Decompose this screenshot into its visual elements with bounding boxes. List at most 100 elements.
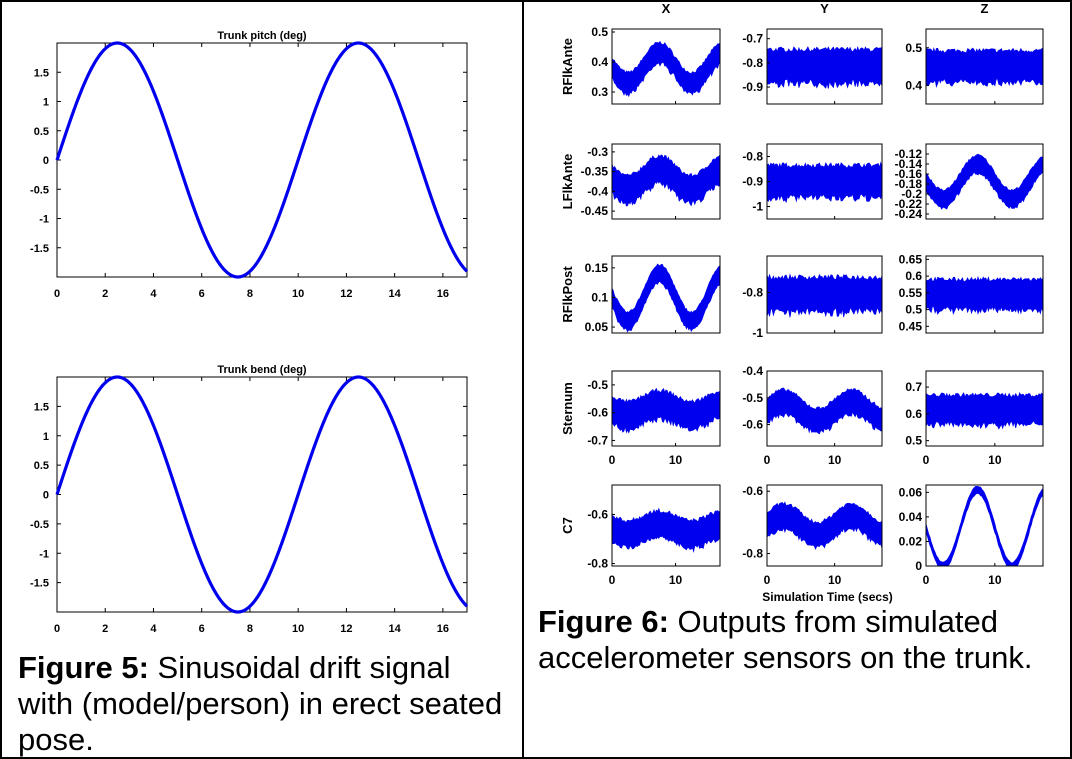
subplot-r2-c2-axes-box bbox=[925, 255, 1044, 334]
subplot-r2-c2-signal-band bbox=[925, 276, 1044, 315]
subplot-r2-c2-ytick-label: 0.6 bbox=[905, 269, 922, 283]
subplot-r1-c0-ytick-label: -0.4 bbox=[587, 184, 608, 198]
subplot-r2-c1-signal-band bbox=[766, 273, 883, 318]
row-label-sternum: Sternum bbox=[560, 382, 575, 435]
subplot-r4-c1-xtick-label: 10 bbox=[828, 573, 842, 587]
trunk-bend-ytick-label: -1 bbox=[39, 548, 49, 560]
subplot-r1-c0-ytick-label: -0.35 bbox=[581, 165, 609, 179]
trunk-pitch-xtick-label: 8 bbox=[247, 288, 253, 300]
subplot-r0-c0-signal-band bbox=[611, 40, 721, 98]
subplot-r3-c0-ytick-label: -0.5 bbox=[587, 378, 608, 392]
subplot-r4-c0-xtick-label: 10 bbox=[669, 573, 683, 587]
subplot-r2-c0-ytick-label: 0.15 bbox=[585, 261, 609, 275]
subplot-r2-c1-axes-box bbox=[766, 255, 883, 334]
subplot-r4-c1-signal-band bbox=[766, 501, 883, 551]
trunk-pitch-xtick-label: 12 bbox=[340, 288, 352, 300]
trunk-bend-xtick-label: 10 bbox=[292, 623, 304, 635]
trunk-bend-ytick-label: 1 bbox=[43, 431, 49, 443]
trunk-bend-ytick-label: 0 bbox=[43, 490, 49, 502]
subplot-r1-c2-ytick-label: -0.18 bbox=[895, 177, 923, 191]
subplot-r4-c2-signal-band bbox=[925, 486, 1044, 567]
subplot-r4-c2-ytick-label: 0.04 bbox=[899, 510, 923, 524]
subplot-r3-c1-ytick-label: -0.6 bbox=[742, 418, 763, 432]
subplot-r1-c0-ytick-label: -0.45 bbox=[581, 204, 609, 218]
subplot-r4-c0-ytick-label: -0.8 bbox=[587, 557, 608, 571]
subplot-r1-c0-signal-band bbox=[611, 153, 721, 207]
trunk-pitch-ytick-label: 1.5 bbox=[34, 67, 49, 79]
figure5-text: Sinusoidal drift signal with (model/pers… bbox=[18, 650, 503, 757]
trunk-pitch-ytick-label: -1 bbox=[39, 214, 49, 226]
subplot-r2-c0-ytick-label: 0.05 bbox=[585, 320, 609, 334]
trunk-bend-xtick-label: 2 bbox=[102, 623, 108, 635]
trunk-pitch-xtick-label: 0 bbox=[54, 288, 60, 300]
subplot-r3-c1-axes-box bbox=[766, 370, 883, 447]
subplot-r3-c0-ytick-label: -0.6 bbox=[587, 406, 608, 420]
subplot-r3-c2-signal-band bbox=[925, 391, 1044, 430]
row-label-c7: C7 bbox=[560, 517, 575, 534]
trunk-pitch-title: Trunk pitch (deg) bbox=[217, 30, 307, 42]
subplot-r2-c0-signal-band bbox=[611, 263, 721, 333]
grid-xlabel: Simulation Time (secs) bbox=[762, 590, 892, 604]
trunk-bend-ytick-label: 1.5 bbox=[34, 401, 49, 413]
trunk-bend-axes-box bbox=[56, 376, 468, 613]
subplot-r4-c1-xtick-label: 0 bbox=[764, 573, 771, 587]
subplot-r4-c2-ytick-label: 0.02 bbox=[899, 534, 923, 548]
trunk-pitch-ytick-label: -0.5 bbox=[30, 184, 49, 196]
trunk-bend-xtick-label: 16 bbox=[437, 623, 449, 635]
subplot-r2-c1-ytick-label: -1 bbox=[752, 326, 763, 340]
figure5-label: Figure 5: bbox=[18, 650, 149, 685]
subplot-r1-c0-ytick-label: -0.3 bbox=[587, 145, 608, 159]
subplot-r3-c1-signal-band bbox=[766, 387, 883, 435]
trunk-bend-xtick-label: 14 bbox=[389, 623, 402, 635]
subplot-r0-c1-signal-band bbox=[766, 45, 883, 89]
trunk-pitch-ytick-label: 0 bbox=[43, 155, 49, 167]
subplot-r0-c0-axes-box bbox=[611, 28, 721, 105]
subplot-r1-c2-axes-box bbox=[925, 143, 1044, 220]
subplot-r1-c1-ytick-label: -1 bbox=[752, 200, 763, 214]
trunk-pitch-axes-box bbox=[56, 42, 468, 278]
trunk-pitch-xtick-label: 6 bbox=[199, 288, 205, 300]
row-label-rflkpost: RFlkPost bbox=[560, 266, 575, 323]
subplot-r1-c0-axes-box bbox=[611, 143, 721, 220]
subplot-r3-c0-signal-band bbox=[611, 387, 721, 434]
figure6-caption: Figure 6: Outputs from simulated acceler… bbox=[538, 604, 1058, 676]
subplot-r1-c2-ytick-label: -0.12 bbox=[895, 147, 923, 161]
subplot-r2-c0-ytick-label: 0.1 bbox=[591, 290, 608, 304]
trunk-pitch-ytick-label: -1.5 bbox=[30, 243, 49, 255]
subplot-r2-c2-ytick-label: 0.5 bbox=[905, 303, 922, 317]
subplot-r1-c1-ytick-label: -0.8 bbox=[742, 150, 763, 164]
figure6-label: Figure 6: bbox=[538, 604, 669, 639]
subplot-r1-c2-ytick-label: -0.2 bbox=[901, 187, 922, 201]
trunk-pitch-series-line bbox=[55, 41, 469, 279]
trunk-pitch-xtick-label: 14 bbox=[389, 288, 402, 300]
subplot-r1-c2-ytick-label: -0.24 bbox=[895, 207, 923, 221]
trunk-bend-xtick-label: 12 bbox=[340, 623, 352, 635]
subplot-r3-c2-ytick-label: 0.5 bbox=[905, 434, 922, 448]
subplot-r1-c2-signal-band bbox=[925, 153, 1044, 210]
trunk-pitch-xtick-label: 10 bbox=[292, 288, 304, 300]
trunk-pitch-ytick-label: 0.5 bbox=[34, 126, 49, 138]
subplot-r1-c2-ytick-label: -0.22 bbox=[895, 197, 923, 211]
trunk-bend-title: Trunk bend (deg) bbox=[217, 364, 307, 376]
subplot-r4-c2-axes-box bbox=[925, 484, 1044, 567]
trunk-bend-ytick-label: -0.5 bbox=[30, 519, 49, 531]
subplot-r4-c0-ytick-label: -0.6 bbox=[587, 507, 608, 521]
subplot-r2-c0-axes-box bbox=[611, 255, 721, 334]
subplot-r3-c1-ytick-label: -0.5 bbox=[742, 391, 763, 405]
subplot-r0-c1-ytick-label: -0.9 bbox=[742, 80, 763, 94]
column-title-y: Y bbox=[820, 1, 829, 16]
subplot-r2-c1-ytick-label: -0.8 bbox=[742, 285, 763, 299]
column-title-x: X bbox=[662, 1, 671, 16]
subplot-r4-c2-ytick-label: 0 bbox=[915, 559, 922, 573]
subplot-r4-c0-signal-band bbox=[611, 507, 721, 554]
subplot-r1-c2-ytick-label: -0.16 bbox=[895, 167, 923, 181]
subplot-r3-c0-ytick-label: -0.7 bbox=[587, 433, 608, 447]
trunk-bend-series-line bbox=[55, 375, 469, 614]
subplot-r4-c1-axes-box bbox=[766, 484, 883, 567]
row-label-rflkante: RFlkAnte bbox=[560, 38, 575, 95]
subplot-r0-c1-axes-box bbox=[766, 28, 883, 105]
subplot-r4-c2-xtick-label: 10 bbox=[988, 573, 1002, 587]
subplot-r0-c2-axes-box bbox=[925, 28, 1044, 105]
subplot-r4-c0-xtick-label: 0 bbox=[609, 573, 616, 587]
subplot-r0-c1-ytick-label: -0.8 bbox=[742, 56, 763, 70]
